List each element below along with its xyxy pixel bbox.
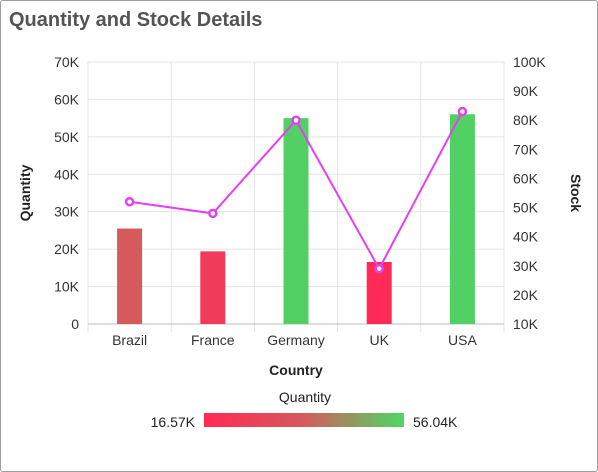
y2-tick-label: 90K	[513, 83, 539, 99]
x-axis-title: Country	[269, 362, 323, 378]
chart-title: Quantity and Stock Details	[9, 9, 263, 31]
x-tick-label: USA	[448, 332, 477, 348]
x-tick-label: Germany	[267, 332, 325, 348]
bar-brazil	[117, 228, 143, 324]
x-tick-label: UK	[369, 332, 389, 348]
y-tick-label: 30K	[54, 204, 80, 220]
y-tick-label: 70K	[54, 54, 80, 70]
stock-point	[208, 208, 218, 219]
stock-point	[291, 115, 301, 125]
y2-tick-label: 10K	[513, 316, 539, 332]
y2-tick-label: 30K	[513, 258, 539, 274]
y-axis-title: Quantity	[17, 164, 33, 221]
y-tick-label: 40K	[54, 166, 80, 182]
y-tick-label: 50K	[54, 129, 80, 145]
legend-title: Quantity	[279, 389, 331, 405]
y2-tick-label: 20K	[513, 287, 539, 303]
y-tick-label: 20K	[54, 241, 80, 257]
y2-axis-title: Stock	[568, 174, 584, 212]
bar-usa	[449, 114, 475, 325]
stock-point	[457, 106, 468, 117]
bar-germany	[283, 118, 309, 325]
legend-max-label: 56.04K	[413, 414, 458, 430]
y2-tick-label: 50K	[513, 200, 539, 216]
legend-min-label: 16.57K	[151, 414, 196, 430]
x-tick-label: France	[191, 332, 235, 348]
x-tick-label: Brazil	[112, 332, 147, 348]
y2-tick-label: 40K	[513, 229, 539, 245]
y2-tick-label: 80K	[513, 112, 539, 128]
y-tick-label: 60K	[54, 91, 80, 107]
legend-gradient-bar	[204, 413, 404, 427]
y2-tick-label: 60K	[513, 170, 539, 186]
y2-tick-label: 70K	[513, 141, 539, 157]
stock-point	[124, 196, 135, 207]
y2-tick-label: 100K	[513, 54, 546, 70]
stock-point	[374, 263, 384, 274]
bar-france	[200, 251, 226, 324]
y-tick-label: 0	[71, 316, 79, 332]
y-tick-label: 10K	[54, 279, 80, 295]
